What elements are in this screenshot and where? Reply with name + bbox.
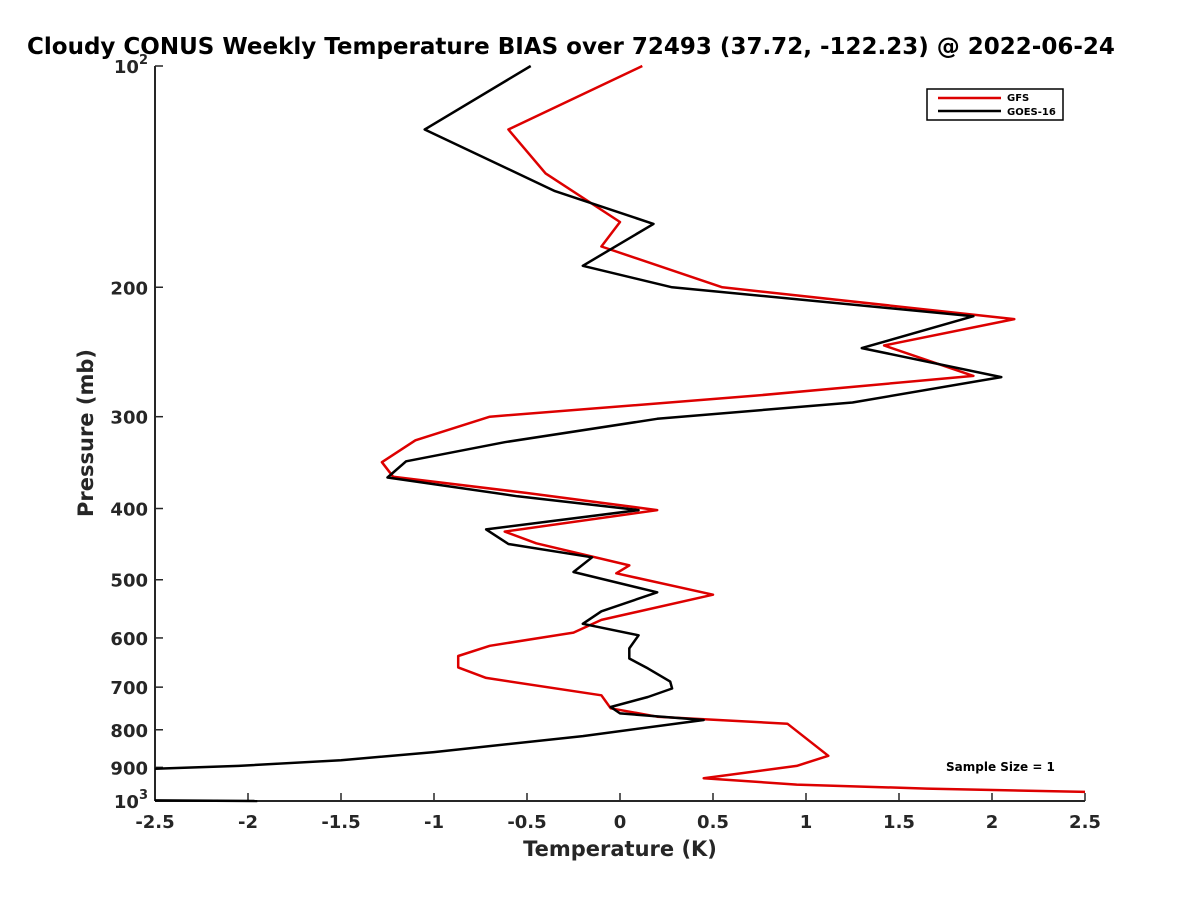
y-ticks: 102 200 300 400 500 600 700 800 900 103 xyxy=(110,53,163,813)
y-tick-label: 900 xyxy=(110,758,148,779)
legend-box xyxy=(926,88,1064,121)
x-tick-label: 1 xyxy=(800,812,813,833)
y-tick-label: 103 xyxy=(114,788,148,813)
x-axis-label: Temperature (K) xyxy=(523,837,717,861)
y-tick-label: 500 xyxy=(110,571,148,592)
y-tick-label: 700 xyxy=(110,678,148,699)
y-tick-label: 102 xyxy=(114,53,148,78)
x-tick-label: -0.5 xyxy=(507,812,546,833)
sample-size-annotation: Sample Size = 1 xyxy=(946,760,1055,774)
x-tick-label: 0 xyxy=(614,812,627,833)
series-line-goes16-segment xyxy=(154,799,258,803)
x-tick-label: -2.5 xyxy=(135,812,174,833)
y-tick-label: 600 xyxy=(110,629,148,650)
y-axis-label: Pressure (mb) xyxy=(74,349,98,517)
legend-label-gfs: GFS xyxy=(1007,93,1029,104)
x-tick-label: 1.5 xyxy=(883,812,915,833)
y-tick-label: 800 xyxy=(110,721,148,742)
series-line-goes16 xyxy=(154,64,1003,771)
chart-title: Cloudy CONUS Weekly Temperature BIAS ove… xyxy=(27,34,1115,60)
x-tick-label: 2 xyxy=(986,812,999,833)
legend-label-goes16: GOES-16 xyxy=(1007,107,1056,118)
x-tick-label: -1.5 xyxy=(321,812,360,833)
x-tick-label: -1 xyxy=(424,812,444,833)
y-tick-label: 300 xyxy=(110,408,148,429)
plot-area: -2.5 -2 -1.5 -1 -0.5 0 0.5 1 1.5 2 2.5 102 200 300 40… xyxy=(110,53,1101,833)
x-ticks: -2.5 -2 -1.5 -1 -0.5 0 0.5 1 1.5 2 2.5 xyxy=(135,793,1101,833)
legend: GFS GOES-16 xyxy=(926,88,1064,121)
x-tick-label: -2 xyxy=(238,812,258,833)
y-tick-label: 400 xyxy=(110,500,148,521)
y-tick-label: 200 xyxy=(110,278,148,299)
x-tick-label: 2.5 xyxy=(1069,812,1101,833)
series-line-gfs xyxy=(380,64,1086,794)
x-tick-label: 0.5 xyxy=(697,812,729,833)
series-layer xyxy=(154,64,1086,803)
